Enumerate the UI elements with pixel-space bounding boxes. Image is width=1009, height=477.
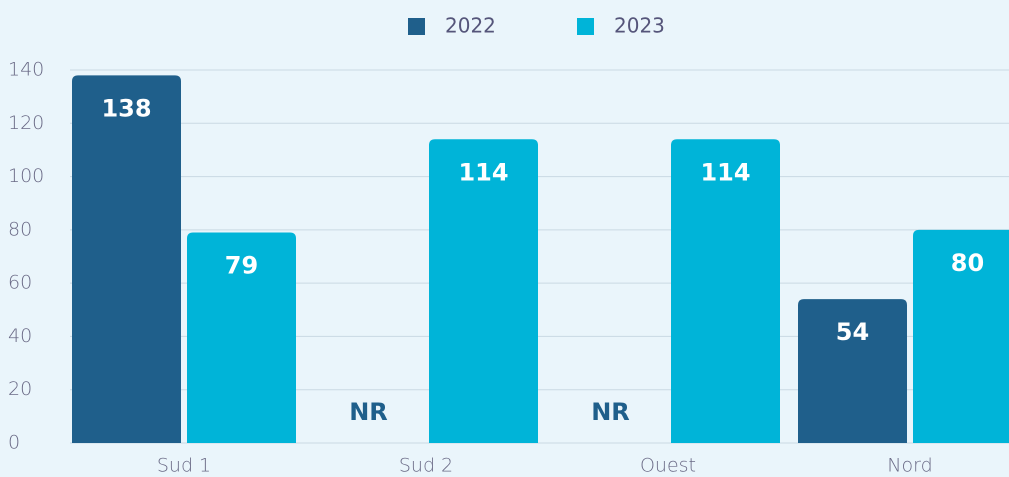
value-label: 114	[700, 158, 750, 186]
bar	[187, 232, 296, 443]
x-tick-label: Sud 1	[157, 455, 211, 477]
legend-label: 2022	[445, 14, 496, 38]
y-tick-label: 20	[8, 378, 32, 400]
value-label: 114	[458, 158, 508, 186]
y-tick-label: 0	[8, 432, 20, 454]
value-label: 54	[836, 318, 869, 346]
bar	[913, 229, 1009, 443]
value-label: NR	[591, 398, 630, 426]
value-label: 80	[951, 249, 984, 277]
legend-swatch	[577, 18, 594, 35]
value-label: 138	[101, 94, 151, 122]
y-tick-label: 140	[8, 59, 44, 81]
bar	[671, 139, 780, 443]
value-label: NR	[349, 398, 388, 426]
value-label: 79	[225, 252, 258, 280]
x-tick-label: Ouest	[640, 455, 696, 477]
legend-swatch	[408, 18, 425, 35]
y-tick-label: 100	[8, 165, 44, 187]
y-tick-label: 60	[8, 272, 32, 294]
bar	[72, 75, 181, 443]
y-tick-label: 80	[8, 218, 32, 240]
y-tick-label: 40	[8, 325, 32, 347]
x-tick-label: Sud 2	[399, 455, 453, 477]
y-tick-label: 120	[8, 112, 44, 134]
bar	[798, 299, 907, 443]
legend-label: 2023	[614, 14, 665, 38]
bar	[429, 139, 538, 443]
x-tick-label: Nord	[887, 455, 932, 477]
